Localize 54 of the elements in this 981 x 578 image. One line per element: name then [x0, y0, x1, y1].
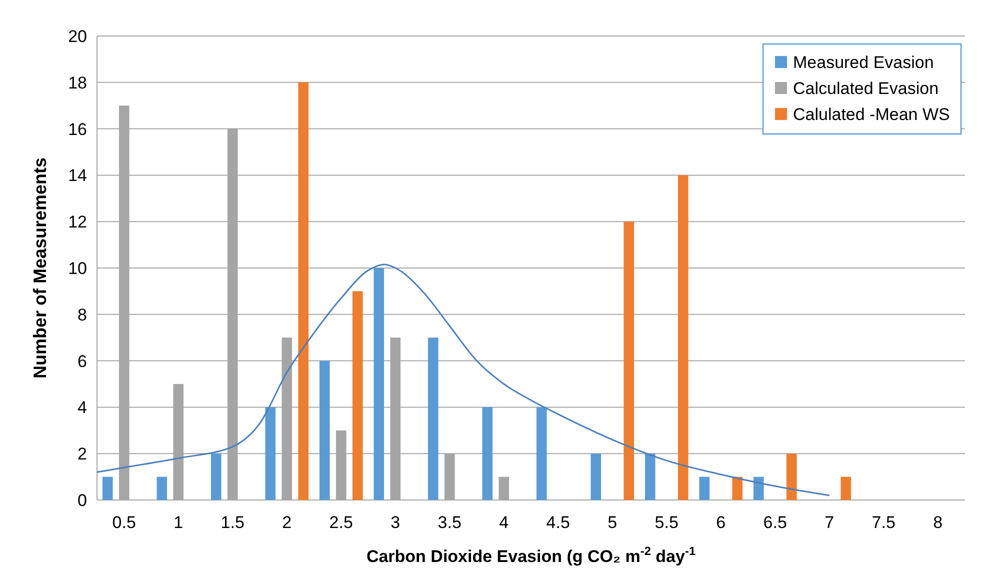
x-tick-label: 2.5 — [329, 513, 353, 532]
y-tick-label: 6 — [78, 352, 87, 371]
bar — [786, 454, 797, 500]
y-tick-label: 12 — [68, 212, 87, 232]
y-tick-label: 16 — [68, 120, 87, 139]
x-tick-label: 1 — [174, 513, 184, 532]
x-tick-label: 5 — [608, 513, 618, 532]
y-tick-label: 8 — [78, 305, 87, 324]
x-tick-label: 5.5 — [654, 513, 678, 532]
x-tick-label: 6.5 — [763, 513, 787, 532]
y-tick-label: 10 — [68, 258, 87, 278]
y-tick-label: 2 — [78, 444, 87, 464]
bar — [352, 291, 363, 500]
bar — [482, 407, 493, 500]
x-tick-label: 7 — [824, 513, 834, 532]
bar — [428, 338, 438, 500]
x-tick-label: 7.5 — [872, 513, 896, 532]
x-tick-label: 8 — [933, 513, 943, 532]
bar — [156, 476, 168, 500]
x-tick-label: 0.5 — [112, 513, 136, 532]
y-tick-label: 18 — [68, 73, 87, 92]
x-tick-label: 3 — [390, 513, 400, 532]
legend-label: Measured Evasion — [793, 52, 934, 72]
bar — [644, 454, 656, 500]
y-tick-label: 0 — [78, 490, 87, 510]
y-axis-title: Number of Measurements — [30, 157, 50, 379]
bar — [102, 476, 113, 500]
x-tick-label: 6 — [716, 513, 726, 532]
legend-label: Calculated Evasion — [793, 78, 939, 98]
x-tick-label: 4 — [499, 513, 509, 532]
y-tick-label: 14 — [68, 166, 87, 186]
bar — [678, 175, 688, 500]
x-tick-label: 2 — [282, 513, 292, 532]
x-tick-label: 3.5 — [438, 513, 462, 532]
bar — [374, 268, 384, 500]
bar — [753, 476, 764, 500]
bar — [536, 407, 547, 500]
bar — [590, 454, 602, 500]
bar — [624, 222, 634, 500]
bar — [498, 476, 510, 500]
y-tick-label: 4 — [78, 398, 87, 418]
bar — [732, 476, 743, 500]
bar — [298, 82, 309, 500]
x-tick-label: 4.5 — [546, 513, 570, 532]
line-series — [96, 264, 830, 496]
bar — [265, 407, 276, 500]
x-axis-title: Carbon Dioxide Evasion (g CO₂ m$^{-2}$ day$^{-1}$ — [366, 544, 696, 566]
bar — [840, 476, 852, 500]
y-tick-label: 20 — [68, 26, 87, 46]
legend-label: Calulated -Mean WS — [793, 104, 950, 124]
bar — [319, 360, 330, 500]
bar — [699, 476, 710, 500]
bar — [210, 454, 222, 500]
x-tick-label: 1.5 — [220, 513, 244, 532]
